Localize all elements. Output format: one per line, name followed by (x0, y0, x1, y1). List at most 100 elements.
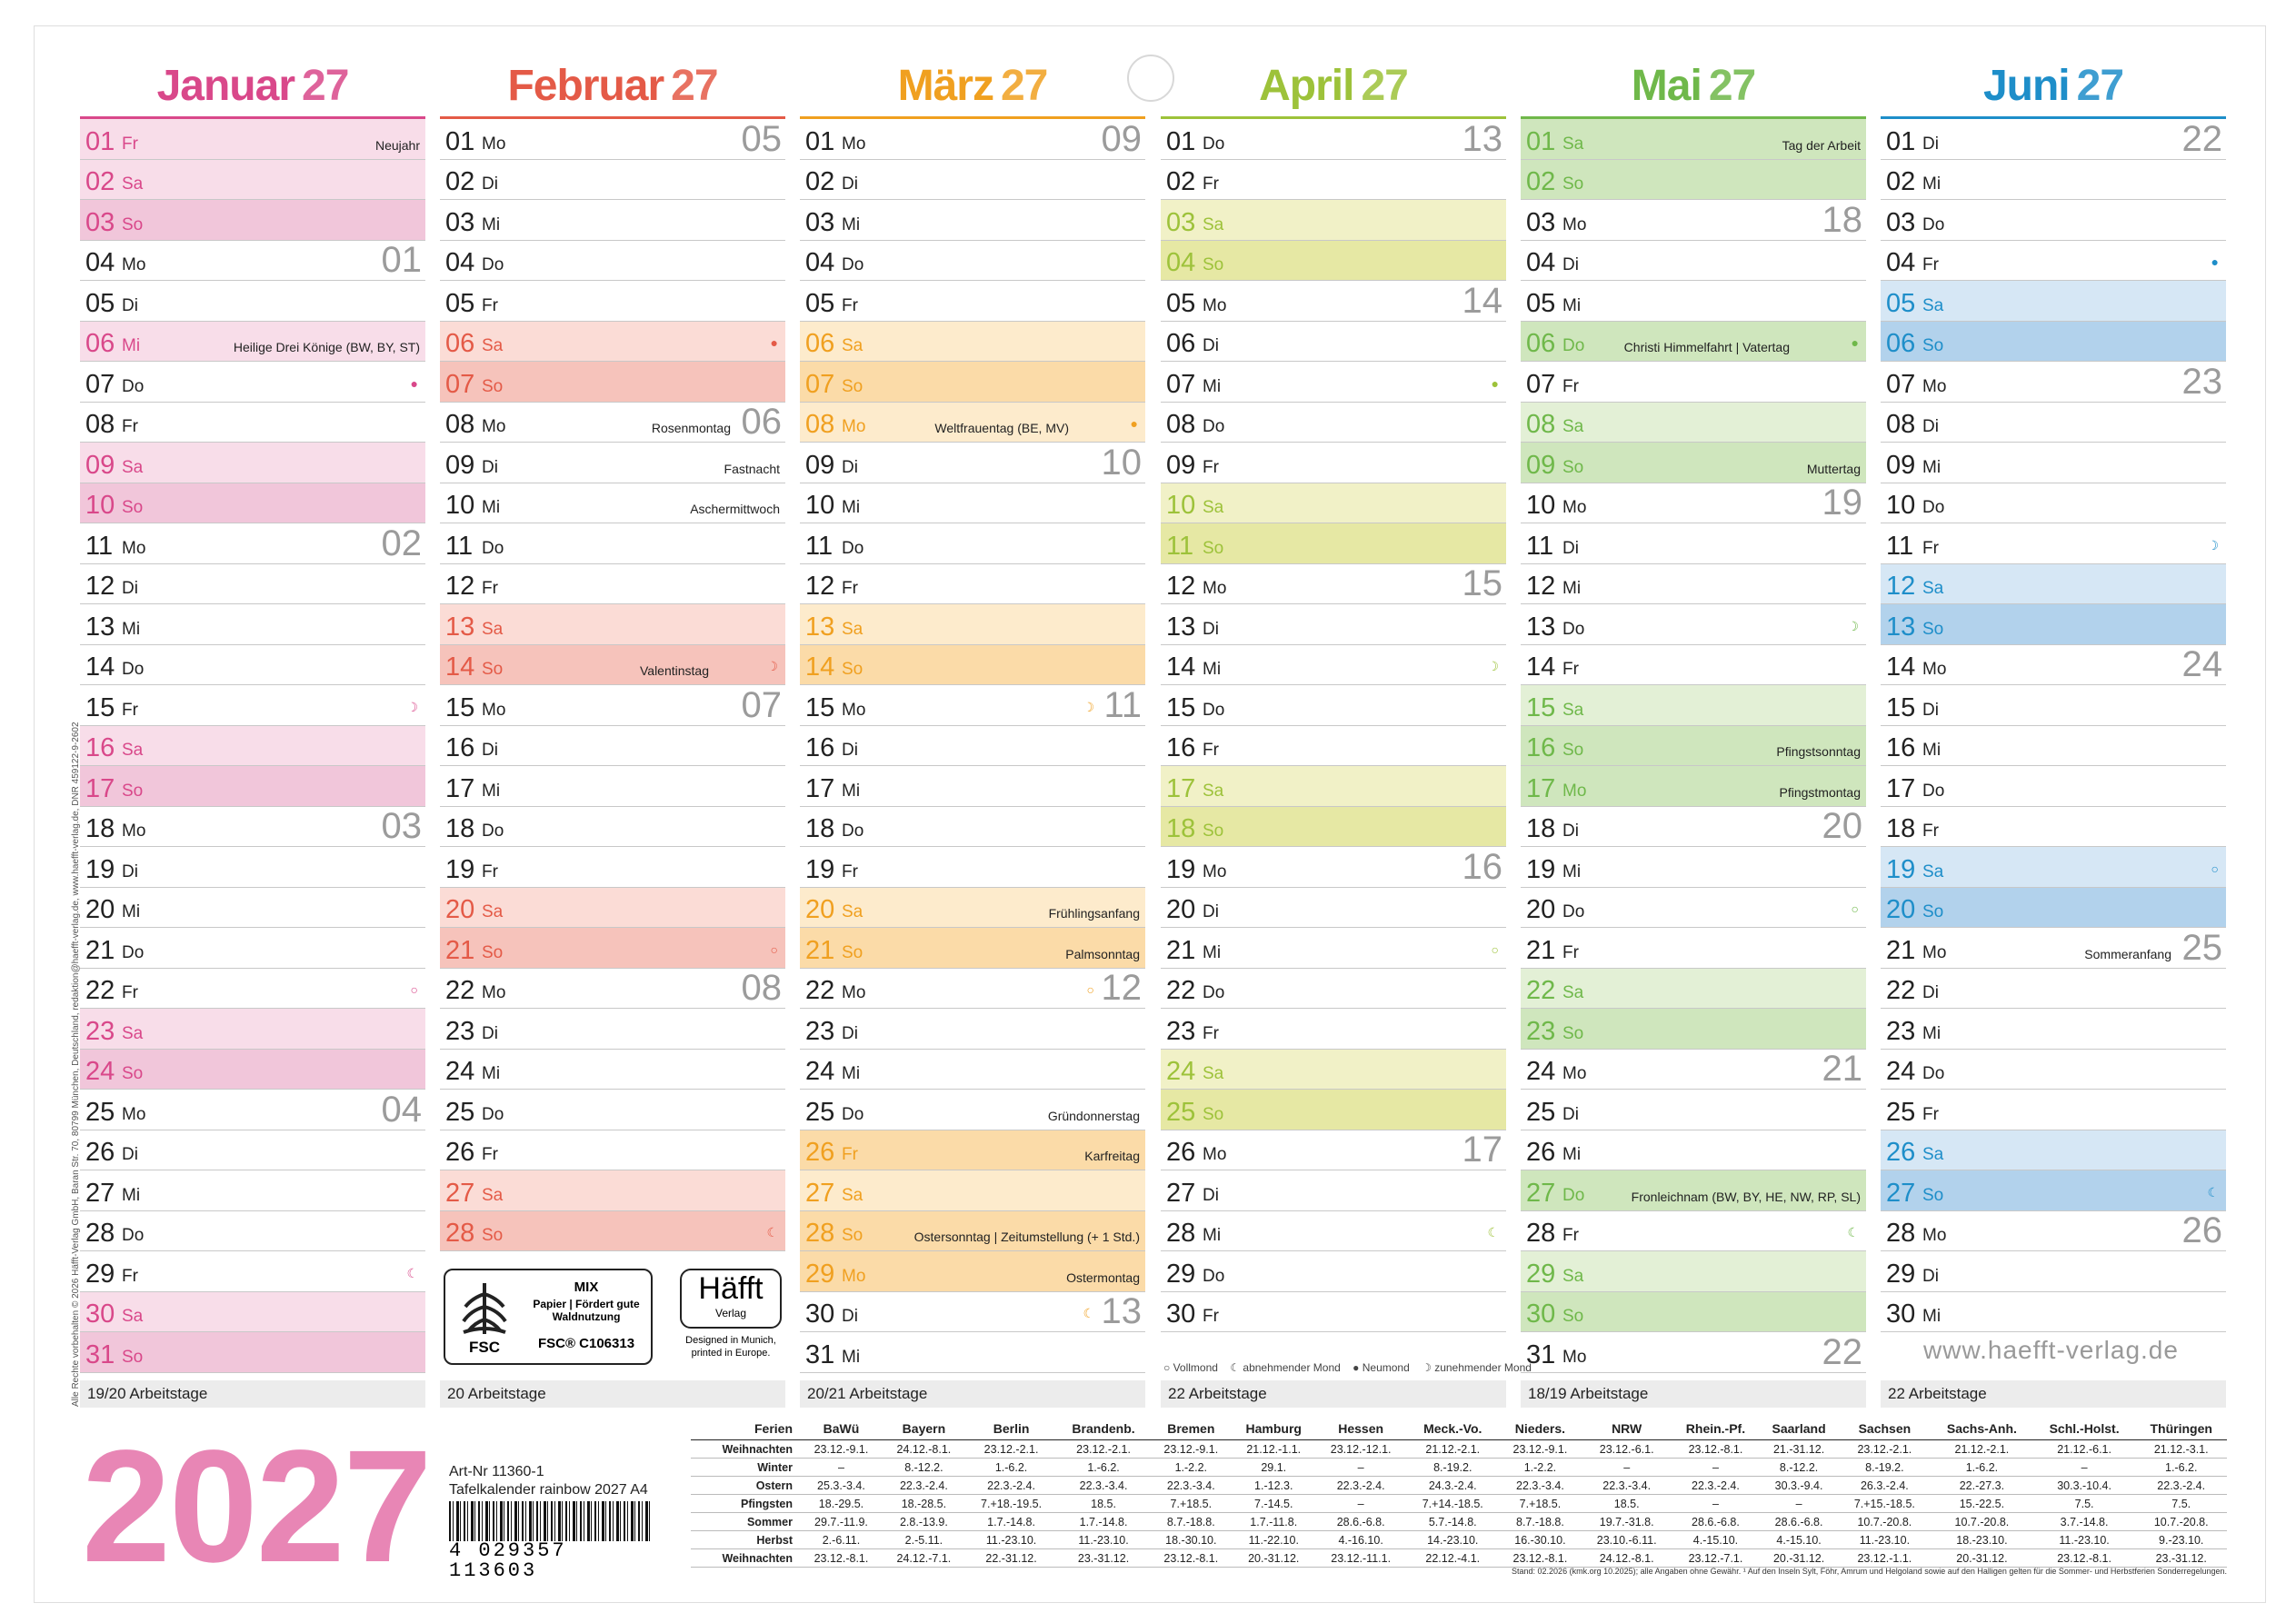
day-row[interactable]: 29 Mo Ostermontag (800, 1251, 1145, 1292)
day-row[interactable]: 03 Mi (440, 200, 785, 241)
day-row[interactable]: 10 So (80, 483, 425, 523)
day-row[interactable]: 02 Di (800, 160, 1145, 200)
day-row[interactable]: 09 Di Fastnacht (440, 443, 785, 483)
day-row[interactable]: 27 Mi (80, 1170, 425, 1211)
day-row[interactable]: 14 Fr (1521, 645, 1866, 685)
day-row[interactable]: 11 Do (440, 523, 785, 564)
day-row[interactable]: 15 Sa (1521, 685, 1866, 726)
day-row[interactable]: 06 Sa ● (440, 321, 785, 362)
day-row[interactable]: 07 Fr (1521, 362, 1866, 403)
day-row[interactable]: 31 So (80, 1332, 425, 1373)
day-row[interactable]: 08 Fr (80, 403, 425, 443)
day-row[interactable]: 10 Mi Aschermittwoch (440, 483, 785, 523)
day-row[interactable]: 04 Do (800, 241, 1145, 281)
day-row[interactable]: 18 Do (440, 807, 785, 847)
day-row[interactable]: 09 Di 10 (800, 443, 1145, 483)
day-row[interactable]: 11 Do (800, 523, 1145, 564)
day-row[interactable]: 21 So ○ (440, 928, 785, 969)
day-row[interactable]: 01 Do 13 (1161, 119, 1506, 160)
day-row[interactable]: 04 Mo 01 (80, 240, 425, 281)
day-row[interactable]: 18 Do (800, 807, 1145, 847)
day-row[interactable]: 30 Mi (1881, 1292, 2226, 1332)
day-row[interactable]: 20 Sa (440, 887, 785, 928)
day-row[interactable]: 04 Fr ● (1881, 241, 2226, 281)
day-row[interactable]: 16 Di (800, 726, 1145, 766)
day-row[interactable]: 25 Fr (1881, 1090, 2226, 1130)
day-row[interactable]: 17 So (80, 766, 425, 807)
day-row[interactable]: 17 Sa (1161, 766, 1506, 807)
day-row[interactable]: 09 So Muttertag (1521, 443, 1866, 483)
day-row[interactable]: 08 Sa (1521, 402, 1866, 443)
day-row[interactable]: 19 Di (80, 847, 425, 888)
day-row[interactable]: 02 So (1521, 159, 1866, 200)
day-row[interactable]: 12 Di (80, 564, 425, 604)
day-row[interactable]: 11 So (1161, 523, 1506, 564)
day-row[interactable]: 23 Sa (80, 1009, 425, 1050)
day-row[interactable]: 24 Mi (440, 1050, 785, 1090)
day-row[interactable]: 03 Mo 18 (1521, 200, 1866, 241)
day-row[interactable]: 15 Fr ☽ (80, 685, 425, 726)
day-row[interactable]: 17 Do (1881, 766, 2226, 807)
day-row[interactable]: 30 So (1521, 1291, 1866, 1332)
day-row[interactable]: 25 Do (440, 1090, 785, 1130)
day-row[interactable]: 22 Di (1881, 969, 2226, 1009)
day-row[interactable]: 24 So (80, 1049, 425, 1090)
day-row[interactable]: 01 Di 22 (1881, 119, 2226, 160)
day-row[interactable]: 23 Di (440, 1009, 785, 1050)
day-row[interactable]: 01 Sa Tag der Arbeit (1521, 119, 1866, 160)
day-row[interactable]: 25 Di (1521, 1090, 1866, 1130)
day-row[interactable]: 09 Mi (1881, 443, 2226, 483)
day-row[interactable]: 14 Mo 24 (1881, 644, 2226, 685)
day-row[interactable]: 08 Mo Weltfrauentag (BE, MV) ● (800, 402, 1145, 443)
day-row[interactable]: 07 So (440, 362, 785, 403)
day-row[interactable]: 05 Fr (440, 281, 785, 322)
day-row[interactable]: 22 Mo ○ 12 (800, 968, 1145, 1009)
day-row[interactable]: 23 Fr (1161, 1009, 1506, 1050)
day-row[interactable]: 13 Di (1161, 604, 1506, 645)
day-row[interactable]: 19 Fr (800, 847, 1145, 888)
day-row[interactable]: 19 Fr (440, 847, 785, 888)
day-row[interactable]: 15 Mo 07 (440, 685, 785, 726)
day-row[interactable]: 15 Mo ☽ 11 (800, 685, 1145, 726)
day-row[interactable]: 16 Fr (1161, 726, 1506, 766)
day-row[interactable]: 29 Di (1881, 1251, 2226, 1292)
day-row[interactable]: 31 Mo 22 (1521, 1332, 1866, 1373)
day-row[interactable]: 16 Sa (80, 725, 425, 766)
day-row[interactable]: 05 Mi (1521, 281, 1866, 322)
day-row[interactable]: 13 Mi (80, 604, 425, 645)
day-row[interactable]: 26 Fr Karfreitag (800, 1130, 1145, 1170)
day-row[interactable]: 13 So (1881, 604, 2226, 645)
day-row[interactable]: 02 Sa (80, 159, 425, 200)
day-row[interactable]: 18 Mo 03 (80, 806, 425, 847)
day-row[interactable]: 22 Mo 08 (440, 968, 785, 1009)
day-row[interactable]: 02 Mi (1881, 160, 2226, 200)
day-row[interactable]: 10 Sa (1161, 483, 1506, 523)
day-row[interactable]: 30 Di ☾ 13 (800, 1291, 1145, 1332)
website-url[interactable]: www.haefft-verlag.de (1923, 1336, 2179, 1364)
day-row[interactable]: 11 Di (1521, 523, 1866, 564)
day-row[interactable]: 30 Fr (1161, 1292, 1506, 1332)
day-row[interactable]: 21 Fr (1521, 928, 1866, 969)
day-row[interactable]: 03 Mi (800, 200, 1145, 241)
day-row[interactable]: 10 Mo 19 (1521, 483, 1866, 523)
day-row[interactable]: 02 Di (440, 160, 785, 200)
day-row[interactable]: 14 So (800, 644, 1145, 685)
day-row[interactable]: 11 Mo 02 (80, 523, 425, 564)
day-row[interactable]: 26 Mi (1521, 1130, 1866, 1170)
day-row[interactable]: 04 So (1161, 240, 1506, 281)
day-row[interactable]: 05 Mo 14 (1161, 281, 1506, 322)
day-row[interactable]: 03 Sa (1161, 200, 1506, 241)
day-row[interactable]: 12 Fr (440, 564, 785, 604)
day-row[interactable]: 17 Mo Pfingstmontag (1521, 766, 1866, 807)
day-row[interactable]: 22 Do (1161, 969, 1506, 1009)
day-row[interactable]: 29 Do (1161, 1251, 1506, 1292)
day-row[interactable]: 15 Di (1881, 685, 2226, 726)
day-row[interactable]: 28 Do (80, 1211, 425, 1251)
day-row[interactable]: 08 Mo Rosenmontag 06 (440, 402, 785, 443)
day-row[interactable]: 08 Di (1881, 403, 2226, 443)
day-row[interactable]: 06 So (1881, 321, 2226, 362)
day-row[interactable]: 24 Mo 21 (1521, 1049, 1866, 1090)
day-row[interactable]: 16 Mi (1881, 726, 2226, 766)
day-row[interactable]: 20 Sa Frühlingsanfang (800, 887, 1145, 928)
day-row[interactable]: 05 Fr (800, 281, 1145, 322)
